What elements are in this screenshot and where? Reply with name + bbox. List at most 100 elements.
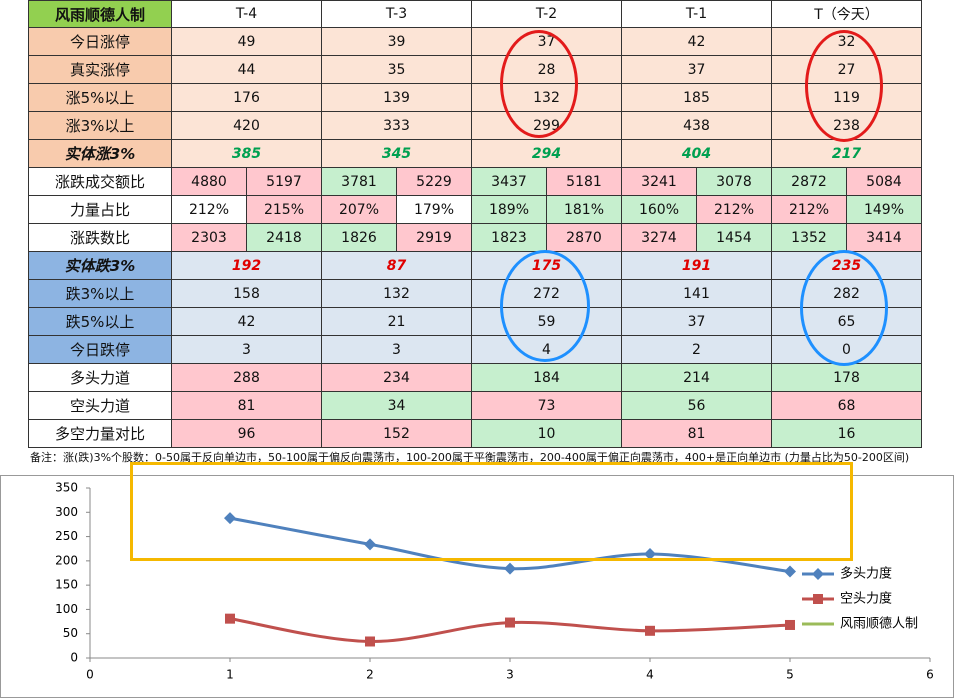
x-tick-label: 3: [506, 668, 514, 682]
cell: 420: [172, 112, 322, 140]
cell: 294: [472, 140, 622, 168]
cell: 189%: [472, 196, 547, 224]
cell: 27: [772, 56, 922, 84]
cell: 215%: [247, 196, 322, 224]
note: 备注：涨(跌)3%个股数：0-50属于反向单边市，50-100属于偏反向震荡市，…: [30, 451, 910, 464]
cell: 3437: [472, 168, 547, 196]
x-tick-label: 1: [226, 668, 234, 682]
cell: 81: [622, 420, 772, 448]
cell: 2870: [547, 224, 622, 252]
cell: 4: [472, 336, 622, 364]
cell: 42: [172, 308, 322, 336]
cell: 5229: [397, 168, 472, 196]
cell: 涨3%以上: [28, 112, 172, 140]
cell: T（今天）: [772, 0, 922, 28]
cell: 272: [472, 280, 622, 308]
cell: 345: [322, 140, 472, 168]
cell: 212%: [172, 196, 247, 224]
cell: 56: [622, 392, 772, 420]
cell: 68: [772, 392, 922, 420]
cell: 288: [172, 364, 322, 392]
cell: 跌3%以上: [28, 280, 172, 308]
cell: 34: [322, 392, 472, 420]
cell: 37: [622, 56, 772, 84]
cell: 185: [622, 84, 772, 112]
cell: 多头力道: [28, 364, 172, 392]
cell: 65: [772, 308, 922, 336]
legend-marker: [813, 594, 823, 604]
cell: 217: [772, 140, 922, 168]
cell: 333: [322, 112, 472, 140]
marker: [504, 562, 516, 575]
cell: 132: [322, 280, 472, 308]
cell: 力量占比: [28, 196, 172, 224]
cell: 实体涨3%: [28, 140, 172, 168]
cell: 3241: [622, 168, 697, 196]
cell: 4880: [172, 168, 247, 196]
cell: 176: [172, 84, 322, 112]
chart-frame: [0, 475, 954, 698]
marker: [785, 619, 795, 630]
cell: 96: [172, 420, 322, 448]
cell: 5181: [547, 168, 622, 196]
cell: 28: [472, 56, 622, 84]
cell: T-1: [622, 0, 772, 28]
cell: 3: [322, 336, 472, 364]
marker: [365, 636, 375, 647]
cell: 175: [472, 252, 622, 280]
cell: 158: [172, 280, 322, 308]
y-tick-label: 200: [55, 553, 78, 567]
cell: 214: [622, 364, 772, 392]
cell: 212%: [772, 196, 847, 224]
cell: 实体跌3%: [28, 252, 172, 280]
cell: 191: [622, 252, 772, 280]
cell: 59: [472, 308, 622, 336]
cell: 139: [322, 84, 472, 112]
cell: 179%: [397, 196, 472, 224]
cell: 2418: [247, 224, 322, 252]
cell: 207%: [322, 196, 397, 224]
cell: 涨5%以上: [28, 84, 172, 112]
cell: 3414: [847, 224, 922, 252]
cell: 132: [472, 84, 622, 112]
y-tick-label: 100: [55, 602, 78, 616]
cell: 风雨顺德人制: [28, 0, 172, 28]
cell: 16: [772, 420, 922, 448]
marker: [505, 617, 515, 628]
legend-marker: [812, 568, 824, 580]
cell: 152: [322, 420, 472, 448]
legend-label: 多头力度: [840, 566, 892, 582]
marker: [364, 538, 376, 551]
marker: [784, 565, 796, 578]
cell: 39: [322, 28, 472, 56]
cell: 282: [772, 280, 922, 308]
cell: 73: [472, 392, 622, 420]
y-tick-label: 50: [63, 626, 78, 640]
cell: 192: [172, 252, 322, 280]
cell: 今日涨停: [28, 28, 172, 56]
cell: T-4: [172, 0, 322, 28]
cell: 2: [622, 336, 772, 364]
x-tick-label: 4: [646, 668, 654, 682]
x-tick-label: 6: [926, 668, 934, 682]
x-tick-label: 0: [86, 668, 94, 682]
cell: 32: [772, 28, 922, 56]
cell: 1454: [697, 224, 772, 252]
cell: 141: [622, 280, 772, 308]
cell: 37: [472, 28, 622, 56]
cell: 87: [322, 252, 472, 280]
cell: 149%: [847, 196, 922, 224]
cell: 3: [172, 336, 322, 364]
y-tick-label: 350: [55, 481, 78, 495]
cell: 44: [172, 56, 322, 84]
cell: 3274: [622, 224, 697, 252]
legend-label: 空头力度: [840, 591, 892, 607]
cell: 438: [622, 112, 772, 140]
cell: 212%: [697, 196, 772, 224]
cell: 0: [772, 336, 922, 364]
cell: 1826: [322, 224, 397, 252]
cell: 42: [622, 28, 772, 56]
cell: 多空力量对比: [28, 420, 172, 448]
cell: 1352: [772, 224, 847, 252]
cell: 81: [172, 392, 322, 420]
